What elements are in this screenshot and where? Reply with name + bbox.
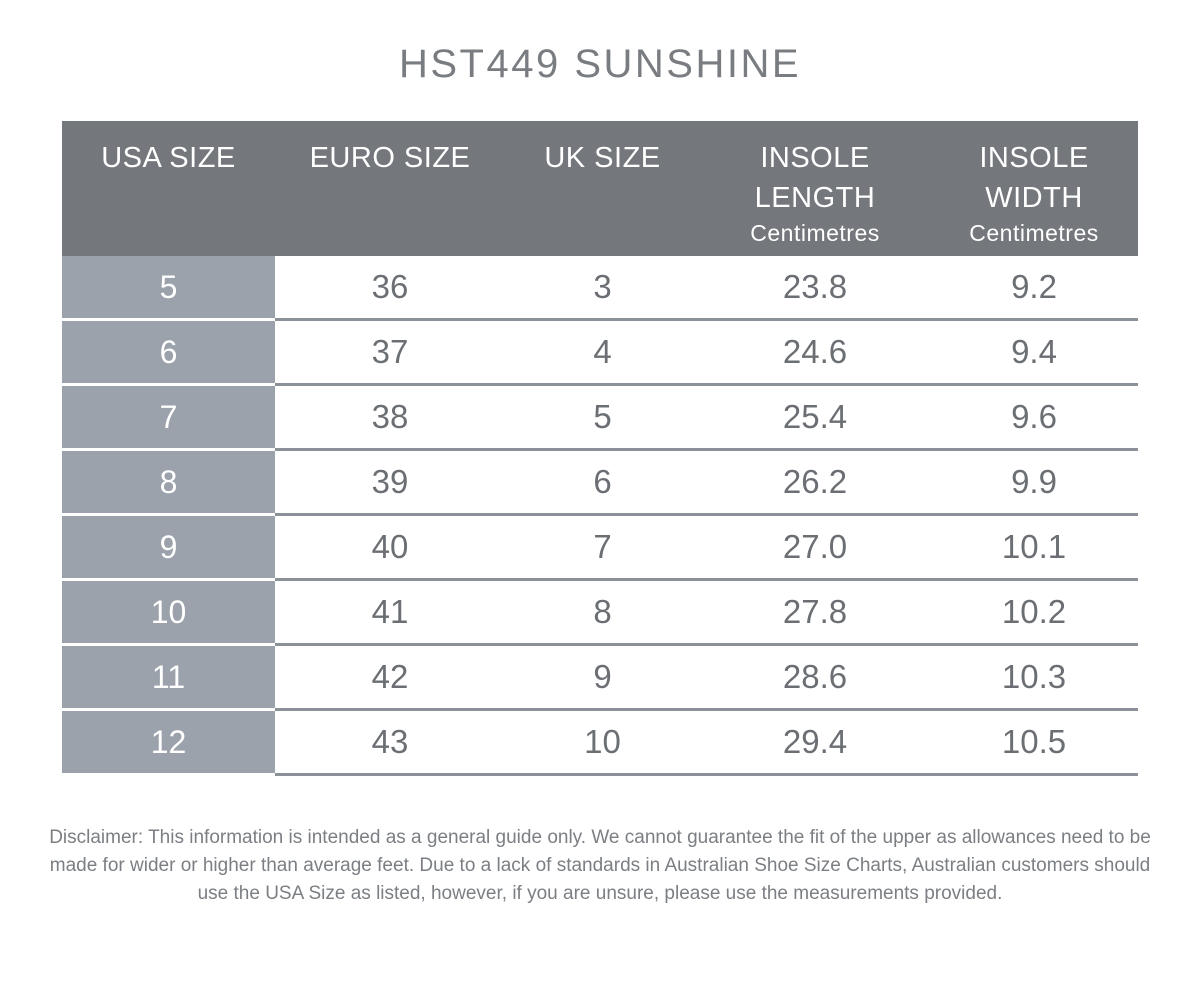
usa-size-cell: 8 (62, 451, 275, 516)
insole-length-cell: 27.8 (700, 581, 930, 646)
insole-width-cell: 10.1 (930, 516, 1138, 581)
usa-size-cell: 11 (62, 646, 275, 711)
usa-size-cell: 6 (62, 321, 275, 386)
page-title: HST449 SUNSHINE (398, 42, 802, 86)
uk-size-cell: 7 (505, 516, 700, 581)
uk-size-cell: 6 (505, 451, 700, 516)
insole-width-cell: 9.4 (930, 321, 1138, 386)
table-row: 10 41 8 27.8 10.2 (62, 581, 1138, 646)
usa-size-cell: 7 (62, 386, 275, 451)
euro-size-cell: 38 (275, 386, 505, 451)
insole-length-cell: 29.4 (700, 711, 930, 776)
column-header-insole-width: INSOLE WIDTH Centimetres (930, 121, 1138, 256)
uk-size-cell: 9 (505, 646, 700, 711)
column-header-euro-size: EURO SIZE (275, 121, 505, 256)
uk-size-cell: 8 (505, 581, 700, 646)
insole-length-cell: 28.6 (700, 646, 930, 711)
column-header-label: INSOLE WIDTH (979, 142, 1089, 214)
uk-size-cell: 10 (505, 711, 700, 776)
table-row: 6 37 4 24.6 9.4 (62, 321, 1138, 386)
insole-width-cell: 9.9 (930, 451, 1138, 516)
usa-size-cell: 12 (62, 711, 275, 776)
column-header-uk-size: UK SIZE (505, 121, 700, 256)
insole-width-cell: 9.6 (930, 386, 1138, 451)
column-header-label: UK SIZE (544, 142, 661, 174)
insole-length-cell: 27.0 (700, 516, 930, 581)
euro-size-cell: 37 (275, 321, 505, 386)
insole-width-cell: 10.5 (930, 711, 1138, 776)
disclaimer-text: Disclaimer: This information is intended… (49, 827, 1151, 904)
column-header-label: USA SIZE (101, 142, 236, 174)
table-row: 12 43 10 29.4 10.5 (62, 711, 1138, 776)
size-chart-table: USA SIZE EURO SIZE UK SIZE INSOLE LENGTH… (62, 121, 1138, 776)
insole-length-cell: 25.4 (700, 386, 930, 451)
euro-size-cell: 43 (275, 711, 505, 776)
column-header-sublabel: Centimetres (969, 220, 1099, 246)
euro-size-cell: 41 (275, 581, 505, 646)
usa-size-cell: 10 (62, 581, 275, 646)
euro-size-cell: 42 (275, 646, 505, 711)
column-header-usa-size: USA SIZE (62, 121, 275, 256)
insole-width-cell: 10.2 (930, 581, 1138, 646)
usa-size-cell: 9 (62, 516, 275, 581)
insole-length-cell: 24.6 (700, 321, 930, 386)
uk-size-cell: 3 (505, 256, 700, 321)
insole-length-cell: 23.8 (700, 256, 930, 321)
insole-length-cell: 26.2 (700, 451, 930, 516)
header-row: USA SIZE EURO SIZE UK SIZE INSOLE LENGTH… (62, 121, 1138, 256)
column-header-sublabel: Centimetres (750, 220, 880, 246)
table-row: 9 40 7 27.0 10.1 (62, 516, 1138, 581)
table-row: 5 36 3 23.8 9.2 (62, 256, 1138, 321)
uk-size-cell: 5 (505, 386, 700, 451)
euro-size-cell: 40 (275, 516, 505, 581)
euro-size-cell: 39 (275, 451, 505, 516)
table-row: 8 39 6 26.2 9.9 (62, 451, 1138, 516)
table-row: 7 38 5 25.4 9.6 (62, 386, 1138, 451)
uk-size-cell: 4 (505, 321, 700, 386)
column-header-insole-length: INSOLE LENGTH Centimetres (700, 121, 930, 256)
column-header-label: EURO SIZE (309, 142, 471, 174)
euro-size-cell: 36 (275, 256, 505, 321)
column-header-label: INSOLE LENGTH (754, 142, 876, 214)
usa-size-cell: 5 (62, 256, 275, 321)
insole-width-cell: 9.2 (930, 256, 1138, 321)
table-row: 11 42 9 28.6 10.3 (62, 646, 1138, 711)
insole-width-cell: 10.3 (930, 646, 1138, 711)
